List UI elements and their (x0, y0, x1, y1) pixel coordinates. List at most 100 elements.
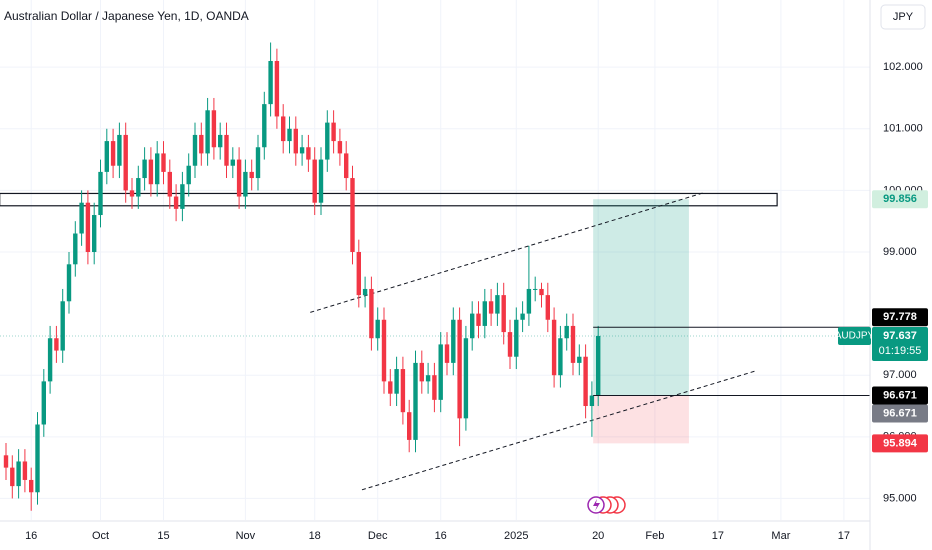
candle-body (85, 202, 91, 252)
x-tick-label: 18 (309, 530, 321, 542)
candle-body (577, 356, 582, 363)
candle-body (407, 412, 412, 440)
currency-label: JPY (893, 11, 914, 23)
y-tick-label: 102.000 (883, 61, 923, 73)
candle-body (413, 362, 418, 440)
candle-body (425, 375, 431, 382)
profit-zone (593, 199, 689, 396)
candle-body (79, 202, 84, 234)
y-tick-label: 99.000 (883, 246, 917, 258)
candle-body (186, 165, 191, 185)
candle-body (501, 295, 506, 333)
candle-body (218, 134, 223, 148)
candle-body (66, 264, 72, 302)
candle-body (148, 159, 154, 185)
candle-body (325, 122, 330, 160)
candle-body (173, 196, 179, 209)
candle-body (551, 319, 557, 376)
candle-body (129, 190, 135, 197)
candle-body (123, 134, 128, 191)
x-tick-label: 17 (838, 530, 850, 542)
x-tick-label: Feb (645, 530, 664, 542)
chart-title: Australian Dollar / Japanese Yen, 1D, OA… (4, 9, 249, 23)
candle-body (180, 184, 185, 209)
last-price-label: 97.637 (883, 330, 917, 342)
candle-body (199, 134, 204, 154)
event-bolt (593, 499, 600, 511)
candle-body (451, 319, 456, 363)
candle-body (470, 313, 475, 339)
candle-body (98, 171, 103, 216)
candle-body (104, 141, 109, 172)
candle-body (142, 159, 147, 179)
x-tick-label: 17 (712, 530, 724, 542)
candle-body (249, 171, 254, 179)
candle-body (476, 313, 481, 326)
candle-body (438, 344, 443, 400)
candle-body (558, 338, 563, 376)
countdown: 01:19:55 (879, 345, 922, 357)
trendline (310, 191, 706, 313)
zone (0, 192, 778, 207)
candle-body (35, 424, 40, 493)
candle-body (281, 116, 286, 142)
entry-label: 96.671 (883, 407, 917, 419)
candle-body (356, 251, 361, 296)
candle-body (400, 369, 406, 413)
candle-body (60, 301, 65, 351)
x-tick-label: Mar (771, 530, 790, 542)
candle-body (224, 134, 229, 166)
x-tick-label: Nov (236, 530, 256, 542)
candle-body (236, 159, 242, 197)
candle-body (539, 288, 544, 296)
candle-body (41, 381, 46, 425)
candle-body (545, 295, 550, 320)
level-label-box (872, 308, 928, 327)
x-tick-label: Oct (92, 530, 109, 542)
candle-body (47, 338, 53, 382)
candle-body (287, 128, 292, 142)
x-tick-label: 15 (157, 530, 169, 542)
y-tick-label: 95.000 (883, 492, 917, 504)
candle-body (583, 356, 588, 407)
level-label: 97.778 (883, 311, 917, 323)
candle-body (457, 319, 462, 419)
candle-body (482, 301, 487, 326)
candle-body (16, 461, 21, 487)
events[interactable] (587, 496, 626, 514)
candle-body (350, 178, 355, 252)
symbol-tag: AUDJPY (835, 331, 875, 342)
loss-zone (593, 395, 689, 444)
candle-body (136, 178, 141, 197)
currency-button[interactable] (880, 4, 926, 30)
candle-body (268, 60, 273, 105)
candle-body (293, 128, 298, 154)
symbol-tag-box (838, 326, 871, 345)
candle-body (211, 110, 217, 148)
trendline (361, 370, 756, 491)
candle-body (92, 215, 97, 252)
candle-body (205, 110, 210, 154)
candle-body (192, 134, 198, 166)
candle-body (344, 153, 349, 179)
candle-body (520, 313, 525, 320)
candle-body (381, 319, 387, 382)
candle-body (444, 344, 450, 363)
candle-body (369, 288, 374, 339)
candle-body (274, 60, 280, 117)
candle-body (306, 147, 311, 160)
candle-body (432, 375, 437, 400)
candle-body (564, 325, 569, 339)
candle-body (362, 288, 368, 296)
candle-body (167, 171, 172, 197)
candle-body (243, 171, 248, 197)
candle-body (22, 461, 28, 480)
candle-body (155, 153, 160, 185)
candle-body (117, 134, 122, 166)
candle-body (255, 147, 261, 179)
candle-body (495, 295, 500, 314)
entry-label-box (872, 404, 928, 423)
candle-body (463, 338, 469, 419)
level-label: 96.671 (883, 389, 917, 401)
candle-body (394, 369, 399, 394)
